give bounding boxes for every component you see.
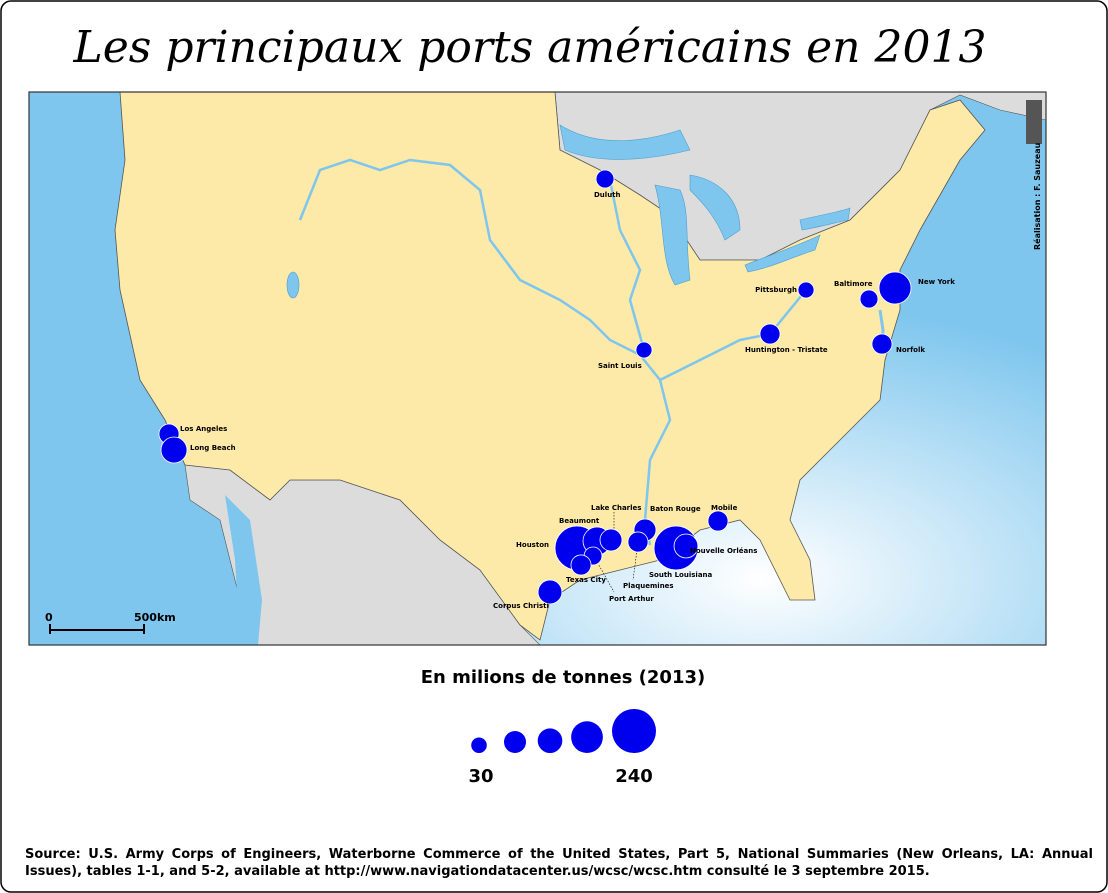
port-label: Corpus Christi — [493, 602, 549, 610]
port-circle — [707, 510, 729, 532]
port-label: South Louisiana — [649, 571, 713, 579]
port-label: Baltimore — [834, 280, 873, 288]
port-circle — [599, 528, 623, 552]
great-lakes — [286, 124, 851, 299]
port-label: Huntington - Tristate — [745, 346, 828, 354]
title: Les principaux ports américains en 2013 — [73, 22, 987, 73]
legend-circle — [471, 737, 487, 753]
rivers — [659, 289, 807, 382]
port-circle — [759, 323, 781, 345]
port-circle — [859, 289, 879, 309]
port-circle — [570, 554, 592, 576]
legend-label: 30 — [468, 766, 493, 787]
legend-circle — [571, 721, 603, 753]
port-circle — [160, 436, 188, 464]
port-label: Lake Charles — [591, 504, 641, 512]
basemap — [29, 92, 1046, 645]
gulf-of-california — [225, 495, 262, 645]
credit: Réalisation : F. Sauzeau — [1032, 142, 1042, 250]
legend-title: En milions de tonnes (2013) — [421, 667, 706, 688]
license-badge — [1026, 100, 1042, 144]
port-label: Pittsburgh — [755, 286, 797, 294]
legend-circle — [537, 728, 563, 753]
rivers — [608, 179, 646, 351]
port-label: Baton Rouge — [650, 505, 701, 513]
port-circle — [635, 341, 653, 359]
port-circle — [537, 579, 563, 605]
port-label: Norfolk — [896, 346, 925, 354]
port-label: Mobile — [711, 504, 738, 512]
port-label: Port Arthur — [609, 595, 654, 603]
port-label: Duluth — [594, 191, 621, 199]
port-circle — [878, 271, 912, 305]
port-circle — [595, 169, 615, 189]
legend-circle — [504, 731, 526, 753]
port-circle — [627, 531, 649, 553]
legend-label: 240 — [615, 766, 653, 787]
port-label: Saint Louis — [598, 362, 642, 370]
legend-circle — [612, 709, 656, 753]
port-label: New York — [918, 278, 955, 286]
leader-lines — [595, 512, 638, 593]
port-label: Texas City — [566, 576, 606, 584]
port-label: Nouvelle Orléans — [690, 547, 757, 555]
scale-end: 500km — [134, 611, 176, 624]
port-label: Beaumont — [559, 517, 600, 525]
port-label: Houston — [516, 541, 549, 549]
port-circle — [871, 333, 893, 355]
port-label: Long Beach — [190, 444, 236, 452]
port-label: Los Angeles — [180, 425, 227, 433]
port-label: Plaquemines — [623, 582, 674, 590]
port-circle — [673, 533, 699, 559]
rivers — [298, 158, 672, 546]
map-frame — [28, 91, 1047, 646]
united-states — [114, 92, 986, 641]
scale-start: 0 — [45, 611, 53, 624]
source: Source: U.S. Army Corps of Engineers, Wa… — [25, 847, 1093, 879]
port-circle — [797, 281, 815, 299]
